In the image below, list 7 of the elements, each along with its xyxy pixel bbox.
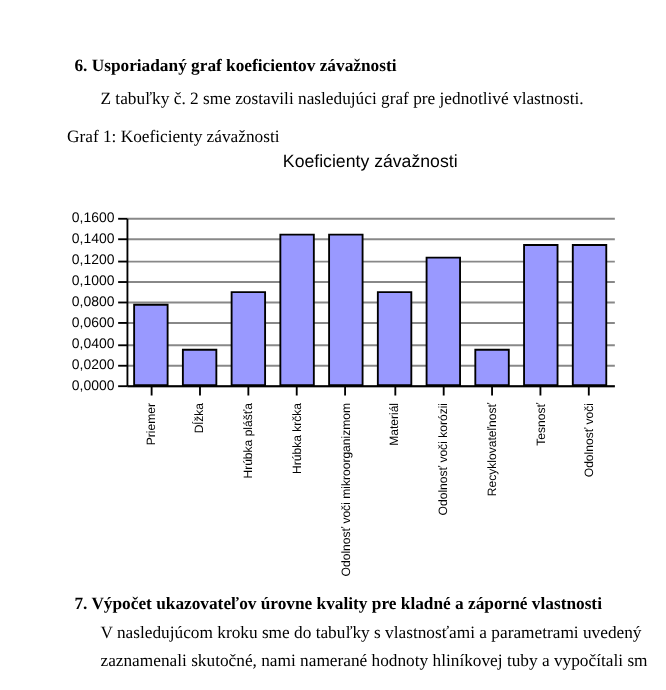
text: 7. Výpočet ukazovateľov úrovne kvality pre kladné a záporné vlastnosti (74, 592, 604, 613)
text: V nasledujúcom kroku sme do tabuľky s vlastnosťami a parametrami uvedený (100, 622, 643, 643)
text: Z tabuľky č. 2 sme zostavili nasledujúci graf pre jednotlivé vlastnosti. (100, 88, 584, 109)
text: 6. Usporiadaný graf koeficientov závažnosti (74, 54, 398, 75)
chart-title: Koeficienty závažnosti (282, 150, 458, 171)
text: Graf 1: Koeficienty závažnosti (66, 125, 281, 146)
text: zaznamenali skutočné, nami namerané hodnoty hliníkovej tuby a vypočítali sm (100, 650, 649, 671)
